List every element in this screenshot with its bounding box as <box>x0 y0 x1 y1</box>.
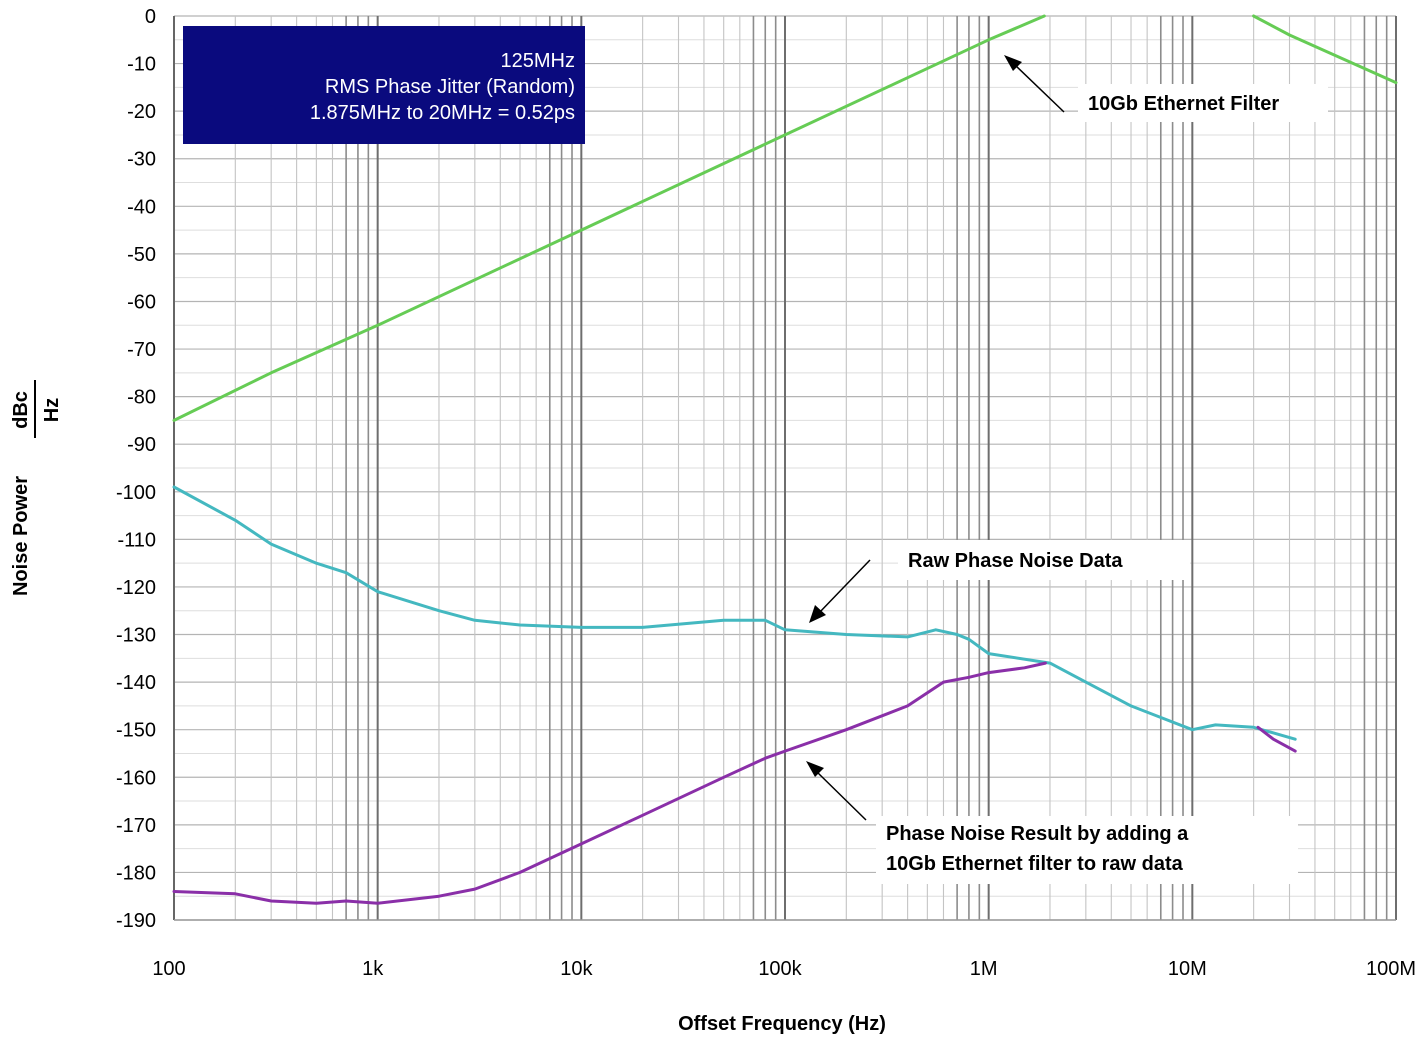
y-axis-title-text: Noise Power <box>10 476 32 596</box>
info-box-line-2: RMS Phase Jitter (Random) <box>325 76 575 98</box>
annotation-raw-phase-noise-arrow <box>817 559 871 615</box>
annotation-raw-phase-noise: Raw Phase Noise Data <box>809 540 1190 623</box>
x-tick-label: 10k <box>560 958 593 980</box>
annotation-ethernet-filter: 10Gb Ethernet Filter <box>1004 55 1328 122</box>
y-tick-label: -90 <box>127 434 156 456</box>
x-tick-label: 100M <box>1366 958 1416 980</box>
annotation-raw-phase-noise-background <box>898 540 1190 580</box>
info-box-line-3: 1.875MHz to 20MHz = 0.52ps <box>310 102 575 124</box>
y-tick-label: -40 <box>127 196 156 218</box>
info-box-line-1: 125MHz <box>501 50 575 72</box>
annotation-ethernet-filter-background <box>1078 84 1328 122</box>
y-tick-label: -30 <box>127 149 156 171</box>
y-tick-label: -10 <box>127 54 156 76</box>
y-tick-label: -120 <box>116 577 156 599</box>
y-axis-unit-denominator: Hz <box>41 398 63 422</box>
y-tick-label: 0 <box>145 6 156 28</box>
series-line-1 <box>172 485 1297 741</box>
x-axis-title: Offset Frequency (Hz) <box>678 1013 886 1035</box>
y-tick-label: -70 <box>127 339 156 361</box>
y-axis-unit-numerator: dBc <box>10 391 32 429</box>
annotation-raw-phase-noise-label: Raw Phase Noise Data <box>908 550 1123 572</box>
annotation-filtered-result-line-1: Phase Noise Result by adding a <box>886 823 1189 845</box>
y-tick-label: -150 <box>116 720 156 742</box>
series-line-2 <box>1256 725 1297 753</box>
y-axis-title: Noise Power dBc Hz <box>10 380 63 596</box>
annotation-ethernet-filter-arrow <box>1013 63 1065 113</box>
info-box: 125MHz RMS Phase Jitter (Random) 1.875MH… <box>183 26 585 144</box>
y-tick-label: -180 <box>116 862 156 884</box>
series-line-0 <box>172 14 1046 422</box>
x-tick-label: 1M <box>970 958 998 980</box>
axes: 0 -10 -20 -30 -40 -50 -60 -70 -80 -90 -100 -110 -120… <box>116 6 1416 980</box>
annotation-filtered-result: Phase Noise Result by adding a 10Gb Ethe… <box>806 761 1298 884</box>
y-tick-label: -170 <box>116 815 156 837</box>
y-tick-label: -190 <box>116 910 156 932</box>
annotation-raw-phase-noise-arrowhead <box>809 605 826 623</box>
y-tick-label: -50 <box>127 244 156 266</box>
y-tick-label: -130 <box>116 625 156 647</box>
annotation-filtered-result-background <box>876 816 1298 884</box>
y-tick-label: -60 <box>127 291 156 313</box>
series-line-0 <box>1252 14 1398 85</box>
x-tick-label: 100k <box>758 958 802 980</box>
x-tick-label: 100 <box>152 958 185 980</box>
series-layer <box>172 14 1398 905</box>
y-tick-label: -80 <box>127 387 156 409</box>
y-tick-label: -160 <box>116 767 156 789</box>
annotation-filtered-result-arrow <box>815 770 867 821</box>
x-tick-label: 1k <box>362 958 384 980</box>
grid <box>173 15 1397 921</box>
annotation-filtered-result-arrowhead <box>806 761 824 777</box>
annotation-ethernet-filter-arrowhead <box>1004 55 1022 71</box>
y-tick-label: -100 <box>116 482 156 504</box>
annotation-ethernet-filter-label: 10Gb Ethernet Filter <box>1088 93 1279 115</box>
y-tick-label: -110 <box>117 529 156 551</box>
annotation-filtered-result-line-2: 10Gb Ethernet filter to raw data <box>886 853 1184 875</box>
y-tick-label: -20 <box>127 101 156 123</box>
info-box-background <box>183 26 585 144</box>
x-tick-label: 10M <box>1168 958 1207 980</box>
y-tick-label: -140 <box>116 672 156 694</box>
series-line-2 <box>172 661 1047 905</box>
